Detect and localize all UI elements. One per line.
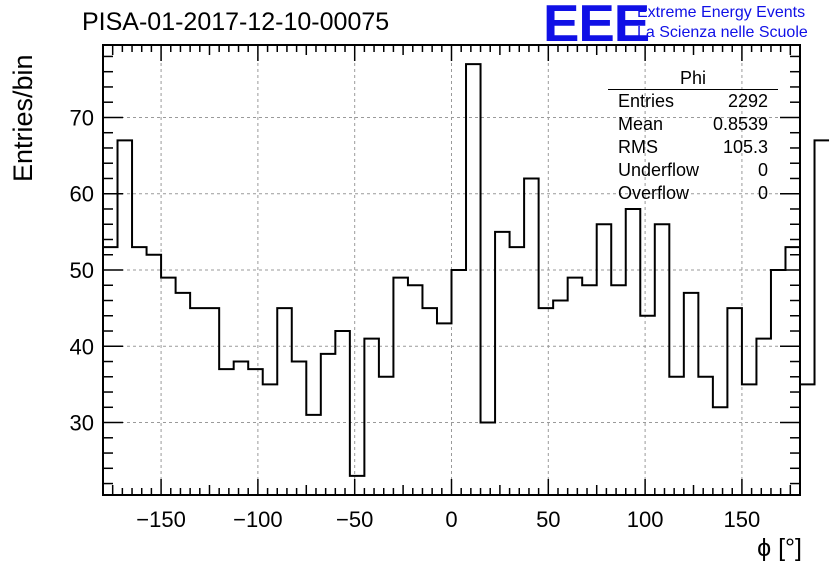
plot-frame (102, 44, 801, 496)
y-tick-label: 60 (70, 182, 94, 207)
stats-value: 0.8539 (712, 114, 768, 134)
stats-row-entries: Entries 2292 (608, 90, 778, 113)
x-tick-labels: −150 −100 −50 0 50 100 150 (136, 507, 760, 532)
stats-label: RMS (618, 137, 658, 157)
y-tick-label: 50 (70, 258, 94, 283)
stats-row-rms: RMS 105.3 (608, 136, 778, 159)
stats-label: Overflow (618, 183, 690, 203)
y-tick-labels: 30 40 50 60 70 (70, 105, 94, 435)
stats-label: Entries (618, 91, 675, 111)
axis-ticks (103, 45, 800, 495)
eee-logo: EEE (543, 0, 650, 53)
x-tick-label: −100 (233, 507, 283, 532)
x-axis-label: ϕ [°] (757, 534, 802, 562)
chart-title: PISA-01-2017-12-10-00075 (82, 8, 390, 36)
stats-title: Phi (679, 68, 706, 88)
y-axis-label: Entries/bin (8, 54, 38, 182)
logo-caption-line2: La Scienza nelle Scuole (637, 24, 808, 41)
x-tick-label: 150 (724, 507, 761, 532)
stats-value: 105.3 (722, 137, 768, 157)
x-tick-label: −150 (136, 507, 186, 532)
logo-caption-line1: Extreme Energy Events (637, 4, 806, 21)
stats-row-underflow: Underflow 0 (608, 159, 778, 182)
stats-row-mean: Mean 0.8539 (608, 113, 778, 136)
stats-label: Mean (618, 114, 664, 134)
x-tick-label: 0 (445, 507, 457, 532)
stats-row-overflow: Overflow 0 (608, 182, 778, 205)
stats-value: 0 (757, 183, 768, 203)
stats-box: Phi Entries 2292 Mean 0.8539 RMS 105.3 U… (608, 68, 778, 205)
stats-separator (608, 89, 778, 90)
y-tick-label: 70 (70, 105, 94, 130)
x-tick-label: 50 (536, 507, 560, 532)
histogram-outline (103, 63, 830, 477)
y-tick-label: 30 (70, 411, 94, 436)
y-tick-label: 40 (70, 334, 94, 359)
stats-value: 2292 (727, 91, 768, 111)
stats-value: 0 (757, 160, 768, 180)
x-tick-label: −50 (336, 507, 373, 532)
stats-label: Underflow (618, 160, 700, 180)
x-tick-label: 100 (627, 507, 664, 532)
